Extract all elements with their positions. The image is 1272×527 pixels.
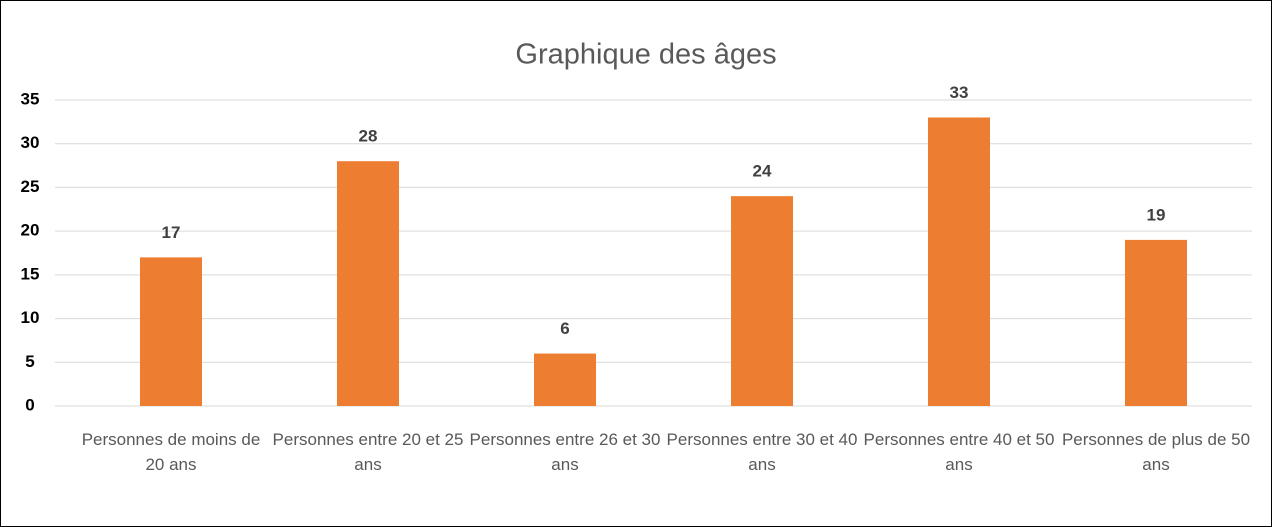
x-tick-label: Personnes de plus de 50 ans	[1061, 430, 1251, 474]
data-label: 24	[753, 162, 772, 181]
data-label: 6	[560, 319, 569, 338]
bar	[1125, 239, 1187, 406]
y-tick-label: 0	[25, 395, 34, 414]
chart-title: Graphique des âges	[515, 39, 776, 71]
bar	[337, 161, 399, 406]
y-tick-label: 15	[21, 264, 40, 283]
y-tick-label: 35	[21, 89, 40, 108]
y-tick-label: 25	[21, 177, 40, 196]
bar	[928, 117, 990, 406]
x-tick-label: Personnes entre 20 et 25 ans	[272, 430, 464, 474]
data-label: 33	[950, 83, 969, 102]
bar	[731, 196, 793, 406]
x-tick-label: Personnes entre 30 et 40 ans	[666, 430, 858, 474]
y-tick-label: 20	[21, 221, 40, 240]
data-label: 19	[1147, 205, 1166, 224]
x-tick-label: Personnes entre 40 et 50 ans	[863, 430, 1055, 474]
bar	[534, 353, 596, 406]
data-label: 17	[162, 223, 181, 242]
x-tick-label: Personnes de moins de 20 ans	[81, 430, 261, 474]
data-label: 28	[359, 127, 378, 146]
y-tick-label: 10	[21, 308, 40, 327]
x-tick-label: Personnes entre 26 et 30 ans	[469, 430, 661, 474]
bar	[140, 257, 202, 406]
y-tick-label: 30	[21, 133, 40, 152]
y-tick-label: 5	[25, 352, 34, 371]
